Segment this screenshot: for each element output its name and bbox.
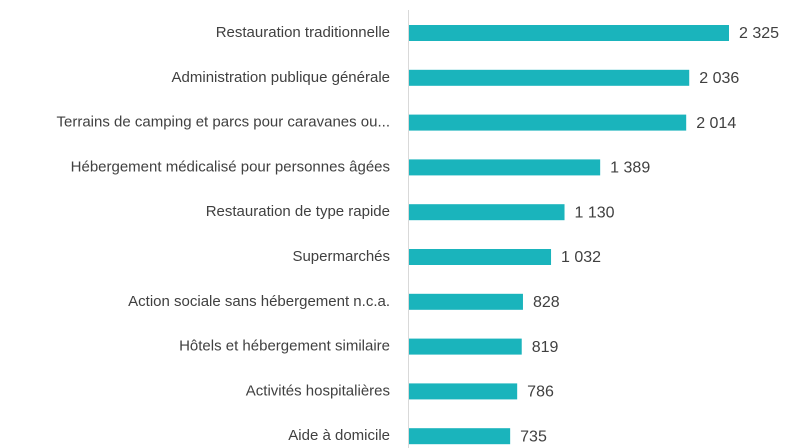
data-label: 1 389 <box>610 160 650 177</box>
category-label: Supermarchés <box>292 248 390 265</box>
category-label: Terrains de camping et parcs pour carava… <box>56 114 390 131</box>
data-label: 828 <box>533 294 560 311</box>
data-label: 819 <box>532 339 559 356</box>
bar <box>409 204 565 221</box>
data-label: 1 032 <box>561 249 601 266</box>
data-label: 2 014 <box>696 115 736 132</box>
category-label: Hébergement médicalisé pour personnes âg… <box>71 158 390 175</box>
data-label: 786 <box>527 384 554 401</box>
bar <box>409 293 523 310</box>
bar <box>409 159 601 176</box>
bar <box>409 114 687 131</box>
category-label: Hôtels et hébergement similaire <box>179 338 390 355</box>
data-label: 2 036 <box>699 70 739 87</box>
category-label: Restauration de type rapide <box>206 203 390 220</box>
category-label: Aide à domicile <box>288 427 390 444</box>
bar <box>409 383 518 400</box>
data-label: 735 <box>520 428 547 445</box>
bar <box>409 428 511 445</box>
category-label: Activités hospitalières <box>246 382 390 399</box>
bar <box>409 249 552 265</box>
data-label: 1 130 <box>575 204 615 221</box>
data-label: 2 325 <box>739 25 779 42</box>
category-label: Administration publique générale <box>172 69 390 86</box>
category-label: Action sociale sans hébergement n.c.a. <box>128 293 390 310</box>
bar <box>409 338 522 355</box>
category-label: Restauration traditionnelle <box>216 24 390 41</box>
bar <box>409 25 729 41</box>
bar <box>409 69 690 86</box>
